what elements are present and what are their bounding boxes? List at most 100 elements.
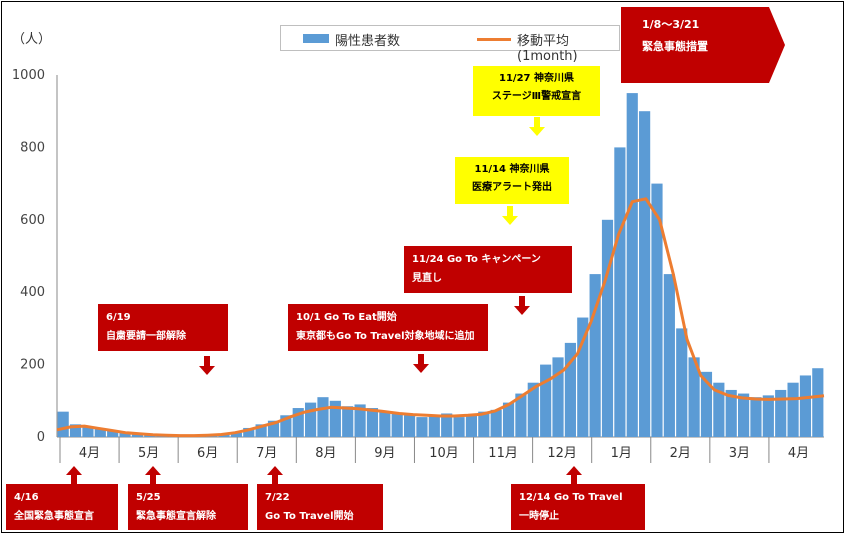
annotation-101: 10/1 Go To Eat開始 東京都もGo To Travel対象地域に追加 bbox=[288, 304, 488, 351]
y-tick-label: 400 bbox=[20, 285, 45, 300]
annotation-416: 4/16 全国緊急事態宣言 bbox=[6, 484, 118, 530]
bar bbox=[626, 93, 638, 437]
x-month-label: 5月 bbox=[138, 446, 159, 461]
bar bbox=[428, 415, 440, 437]
arrow-722-head bbox=[267, 466, 283, 475]
x-month-label: 3月 bbox=[729, 446, 750, 461]
bar bbox=[775, 389, 787, 437]
bar bbox=[280, 415, 292, 437]
x-month-label: 6月 bbox=[197, 446, 218, 461]
x-month-label: 4月 bbox=[79, 446, 100, 461]
bar bbox=[305, 402, 317, 437]
arrow-722 bbox=[272, 475, 278, 485]
annotation-619: 6/19 自粛要請一部解除 bbox=[98, 304, 228, 351]
bar bbox=[577, 317, 589, 437]
x-month-label: 8月 bbox=[315, 446, 336, 461]
bar bbox=[589, 274, 601, 437]
bar bbox=[502, 402, 515, 437]
arrow-525-head bbox=[145, 466, 161, 475]
bar bbox=[354, 404, 366, 437]
bar bbox=[69, 424, 82, 437]
bar bbox=[107, 430, 119, 437]
arrow-416-head bbox=[66, 466, 82, 475]
bar bbox=[651, 183, 663, 437]
annotation-arrows bbox=[66, 117, 582, 485]
bar bbox=[230, 432, 242, 437]
bar bbox=[725, 389, 737, 437]
arrow-1114-head bbox=[502, 216, 518, 225]
legend-bar-swatch bbox=[303, 34, 329, 43]
bar bbox=[416, 417, 428, 437]
bar bbox=[144, 435, 156, 437]
bar bbox=[119, 432, 131, 437]
bar bbox=[490, 409, 502, 437]
bar bbox=[391, 413, 403, 437]
x-month-label: 2月 bbox=[670, 446, 691, 461]
annotation-yellow-1127: 11/27 神奈川県 ステージⅢ警戒宣言 bbox=[473, 66, 600, 116]
x-month-label: 10月 bbox=[429, 446, 459, 461]
bar bbox=[601, 219, 614, 437]
y-tick-label: 0 bbox=[37, 430, 45, 445]
bar bbox=[465, 415, 478, 437]
x-month-label: 12月 bbox=[547, 446, 577, 461]
y-tick-label: 200 bbox=[20, 358, 45, 373]
annotation-yellow-1114: 11/14 神奈川県 医療アラート発出 bbox=[455, 157, 569, 204]
annotation-1124: 11/24 Go To キャンペーン 見直し bbox=[404, 246, 572, 293]
bar bbox=[762, 395, 774, 437]
y-ticks: 0 200 400 600 800 1000 bbox=[12, 68, 45, 445]
bar bbox=[700, 371, 713, 437]
bar bbox=[787, 382, 799, 437]
bar bbox=[750, 397, 762, 437]
arrow-1114 bbox=[507, 206, 513, 216]
bar bbox=[94, 429, 106, 437]
bar bbox=[639, 111, 651, 437]
legend-line-swatch bbox=[477, 38, 511, 41]
bar bbox=[527, 382, 539, 437]
bar bbox=[403, 415, 416, 437]
x-month-label: 4月 bbox=[788, 446, 809, 461]
annotation-1214: 12/14 Go To Travel 一時停止 bbox=[511, 484, 645, 530]
arrow-1127 bbox=[534, 117, 540, 127]
bar bbox=[478, 411, 490, 437]
bar bbox=[131, 433, 143, 437]
legend-line-label: 移動平均(1month) bbox=[517, 34, 578, 64]
bar bbox=[564, 342, 576, 437]
arrow-1127-head bbox=[529, 127, 545, 136]
legend: 陽性患者数 移動平均(1month) bbox=[280, 25, 620, 64]
legend-bars-label: 陽性患者数 bbox=[335, 34, 401, 49]
emergency-banner-text: 1/8～3/21 緊急事態措置 bbox=[642, 18, 708, 53]
arrow-619-head bbox=[199, 366, 215, 375]
arrow-1124 bbox=[519, 296, 525, 306]
arrow-1214-head bbox=[566, 466, 582, 475]
bar bbox=[366, 408, 379, 437]
bar bbox=[738, 393, 750, 437]
bar bbox=[676, 328, 688, 437]
bar bbox=[342, 406, 354, 437]
bar bbox=[713, 382, 725, 437]
x-month-label: 1月 bbox=[611, 446, 632, 461]
bar bbox=[540, 364, 552, 437]
bar bbox=[799, 375, 812, 437]
arrow-525 bbox=[150, 475, 156, 485]
bar bbox=[82, 426, 94, 437]
annotation-525: 5/25 緊急事態宣言解除 bbox=[128, 484, 248, 530]
bar bbox=[379, 411, 391, 437]
bar bbox=[812, 368, 824, 437]
bar bbox=[614, 147, 626, 437]
bar bbox=[329, 400, 341, 437]
x-month-label: 7月 bbox=[256, 446, 277, 461]
arrow-1214 bbox=[571, 475, 577, 485]
bar bbox=[552, 357, 564, 437]
bar bbox=[292, 408, 304, 437]
bar bbox=[255, 424, 267, 437]
y-unit-label: （人） bbox=[12, 32, 52, 47]
bars-series bbox=[57, 93, 824, 437]
moving-average-line bbox=[56, 197, 825, 438]
y-tick-label: 1000 bbox=[12, 68, 45, 83]
y-tick-label: 600 bbox=[20, 213, 45, 228]
arrow-416 bbox=[71, 475, 77, 485]
bar bbox=[243, 427, 255, 437]
bar bbox=[57, 411, 69, 437]
arrow-101 bbox=[418, 354, 424, 364]
